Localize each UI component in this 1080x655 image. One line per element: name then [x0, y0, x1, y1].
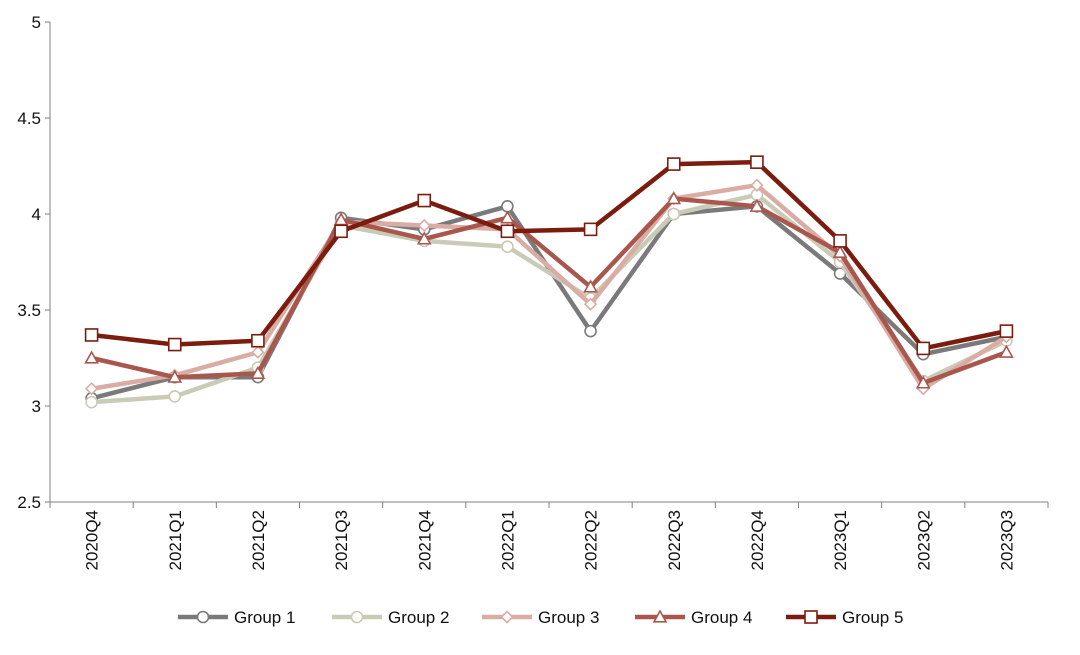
data-point	[832, 244, 848, 259]
y-tick-label: 3.5	[17, 301, 41, 320]
series-line	[91, 182, 1008, 391]
x-tick-label: 2022Q3	[665, 510, 684, 571]
data-point	[750, 178, 764, 192]
data-point	[334, 224, 348, 239]
legend-label: Group 5	[842, 608, 903, 627]
x-tick-label: 2023Q1	[831, 510, 850, 571]
x-tick-label: 2022Q2	[582, 510, 601, 571]
data-point	[583, 279, 598, 293]
data-point	[915, 375, 931, 389]
y-tick-label: 3	[32, 397, 41, 416]
legend-item: Group 3	[482, 608, 599, 627]
legend-marker	[196, 610, 210, 624]
data-point	[417, 193, 432, 208]
x-tick-label: 2021Q2	[249, 510, 268, 571]
legend-label: Group 3	[538, 608, 599, 627]
data-point	[666, 190, 682, 205]
data-point	[84, 328, 99, 342]
data-point	[999, 324, 1014, 338]
legend-label: Group 4	[691, 608, 752, 627]
data-point	[916, 341, 931, 356]
data-point	[167, 369, 183, 383]
data-point	[500, 210, 515, 224]
y-tick-label: 5	[32, 13, 41, 32]
data-point	[85, 395, 98, 409]
data-point	[833, 234, 847, 248]
data-point	[167, 337, 182, 352]
data-point	[250, 365, 266, 379]
legend-marker	[500, 610, 514, 624]
data-point	[749, 198, 765, 212]
series-line	[91, 159, 1007, 351]
x-tick-label: 2023Q2	[914, 510, 933, 571]
legend-item: Group 5	[786, 608, 903, 627]
legend-item: Group 2	[332, 608, 449, 627]
series-5	[84, 155, 1014, 356]
data-point	[584, 324, 597, 338]
data-point	[501, 200, 514, 213]
data-point	[417, 218, 431, 233]
series-4	[84, 190, 1014, 389]
data-point	[999, 344, 1014, 358]
series-line	[91, 196, 1008, 386]
x-tick-label: 2021Q4	[415, 510, 434, 571]
x-tick-label: 2023Q3	[997, 510, 1016, 571]
x-tick-label: 2020Q4	[83, 510, 102, 571]
series-layer	[84, 155, 1014, 409]
data-point	[84, 350, 99, 364]
legend-label: Group 1	[234, 608, 295, 627]
data-point	[666, 157, 681, 171]
data-point	[583, 222, 598, 237]
data-point	[583, 297, 598, 311]
y-tick-label: 4.5	[17, 109, 41, 128]
data-point	[84, 382, 99, 396]
legend-label: Group 2	[388, 608, 449, 627]
legend-marker	[652, 609, 668, 623]
x-tick-label: 2022Q4	[748, 510, 767, 571]
data-point	[168, 390, 182, 403]
data-point	[251, 333, 265, 348]
x-tick-label: 2021Q1	[166, 510, 185, 571]
y-tick-label: 4	[32, 205, 41, 224]
legend-marker	[350, 610, 364, 624]
data-point	[750, 155, 764, 169]
x-tick-label: 2021Q3	[332, 510, 351, 571]
x-tick-label: 2022Q1	[498, 510, 517, 571]
data-point	[251, 345, 265, 359]
data-point	[667, 207, 681, 221]
y-tick-label: 2.5	[17, 493, 41, 512]
data-point	[500, 224, 515, 239]
legend-item: Group 4	[635, 608, 752, 627]
axes: 2.5 3 3.5 4 4.5 5 2020Q4 2021Q1 2021Q2 2021Q3 2021…	[17, 13, 1049, 571]
legend-marker	[804, 610, 818, 624]
data-point	[416, 231, 432, 245]
legend: Group 1 Group 2 Group 3 Group 4 Group 5	[178, 608, 903, 627]
legend-item: Group 1	[178, 608, 295, 627]
data-point	[501, 240, 514, 253]
